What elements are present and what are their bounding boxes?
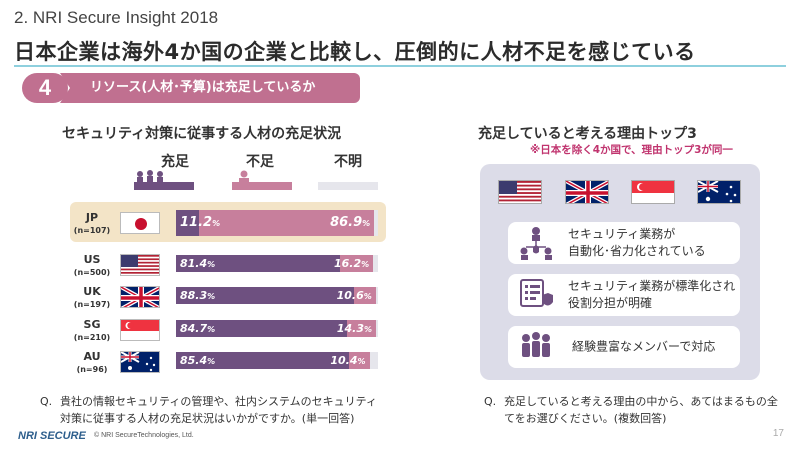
- bar-row-sg: 84.7% 14.3%: [176, 320, 378, 337]
- reason-text-2: セキュリティ業務が標準化され 役割分担が明確: [568, 279, 736, 310]
- bar-insufficient-jp: [198, 210, 375, 236]
- question-banner: リソース(人材･予算)は充足しているか: [60, 73, 360, 103]
- reason-text-1: セキュリティ業務が 自動化･省力化されている: [568, 227, 706, 258]
- flag-sg-icon: [631, 180, 675, 204]
- page-number: 17: [772, 428, 784, 439]
- right-footnote: Q. 充足していると考える理由の中から、あてはまるもの全てをお選びください。(複…: [484, 395, 778, 425]
- flag-sg-icon: [120, 319, 160, 341]
- data-label-insufficient-au: 10.4%: [330, 354, 366, 367]
- flag-uk-icon: [565, 180, 609, 204]
- bar-insufficient-uk: [354, 287, 376, 304]
- bar-unknown-uk: [375, 287, 378, 304]
- reason-card-3: 経験豊富なメンバーで対応: [508, 326, 740, 368]
- reasons-note: ※日本を除く4か国で、理由トップ3が同一: [530, 144, 733, 156]
- bar-row-us: 81.4% 16.2%: [176, 255, 378, 272]
- reason-text-3: 経験豊富なメンバーで対応: [572, 339, 716, 354]
- standardization-icon: [518, 277, 554, 313]
- company-logo: NRI SECURE: [18, 430, 86, 442]
- section-label: 2. NRI Secure Insight 2018: [14, 8, 219, 27]
- bar-unknown-sg: [375, 320, 378, 337]
- data-label-sufficient-uk: 88.3%: [180, 289, 216, 302]
- bar-sufficient-au: [176, 352, 349, 369]
- data-label-insufficient-sg: 14.3%: [336, 322, 372, 335]
- bar-insufficient-us: [340, 255, 374, 272]
- bar-row-uk: 88.3% 10.6%: [176, 287, 378, 304]
- left-footnote: Q. 貴社の情報セキュリティの管理や、社内システムのセキュリティ対策に従事する人…: [40, 395, 378, 425]
- bar-insufficient-sg: [347, 320, 376, 337]
- country-label-uk: UK (n=197): [73, 285, 111, 310]
- data-label-sufficient-us: 81.4%: [180, 257, 216, 270]
- chart-title: セキュリティ対策に従事する人材の充足状況: [62, 126, 342, 142]
- data-label-insufficient-uk: 10.6%: [336, 289, 372, 302]
- country-label-us: US (n=500): [73, 253, 111, 278]
- bar-unknown-au: [369, 352, 378, 369]
- reason-card-2: セキュリティ業務が標準化され 役割分担が明確: [508, 274, 740, 316]
- reason-card-1: セキュリティ業務が 自動化･省力化されている: [508, 222, 740, 264]
- bar-unknown-us: [373, 255, 378, 272]
- country-label-sg: SG (n=210): [73, 318, 111, 343]
- flag-jp-icon: [120, 212, 160, 234]
- team-icon: [518, 329, 554, 365]
- flag-au-icon: [697, 180, 741, 204]
- data-label-sufficient-jp: 11.2%: [180, 215, 221, 230]
- data-label-sufficient-au: 85.4%: [180, 354, 216, 367]
- flag-us-icon: [498, 180, 542, 204]
- question-number-badge: 4: [22, 73, 68, 103]
- bar-sufficient-us: [176, 255, 341, 272]
- column-header-insufficient: 不足: [246, 154, 274, 170]
- bar-unknown-jp: [374, 210, 378, 236]
- bar-insufficient-au: [348, 352, 370, 369]
- country-label-jp: JP (n=107): [73, 211, 111, 236]
- bar-row-jp: 11.2% 86.9%: [176, 210, 378, 236]
- automation-icon: [518, 225, 554, 261]
- bar-sufficient-jp: [176, 210, 199, 236]
- column-header-unknown: 不明: [334, 154, 362, 170]
- title-divider: [14, 65, 786, 67]
- bar-sufficient-uk: [176, 287, 355, 304]
- reasons-title: 充足していると考える理由トップ3: [478, 126, 697, 142]
- flag-uk-icon: [120, 286, 160, 308]
- people-group-icon: [134, 170, 194, 190]
- page-title: 日本企業は海外4か国の企業と比較し、圧倒的に人材不足を感じている: [14, 40, 696, 64]
- person-icon: [232, 170, 292, 190]
- data-label-insufficient-us: 16.2%: [334, 257, 370, 270]
- flag-us-icon: [120, 254, 160, 276]
- bar-sufficient-sg: [176, 320, 348, 337]
- country-label-au: AU (n=96): [76, 350, 108, 375]
- bar-row-au: 85.4% 10.4%: [176, 352, 378, 369]
- flag-au-icon: [120, 351, 160, 373]
- data-label-sufficient-sg: 84.7%: [180, 322, 216, 335]
- column-header-sufficient: 充足: [161, 154, 189, 170]
- unknown-legend-bar: [318, 170, 378, 190]
- data-label-insufficient-jp: 86.9%: [330, 215, 371, 230]
- copyright: © NRI SecureTechnologies, Ltd.: [94, 432, 194, 439]
